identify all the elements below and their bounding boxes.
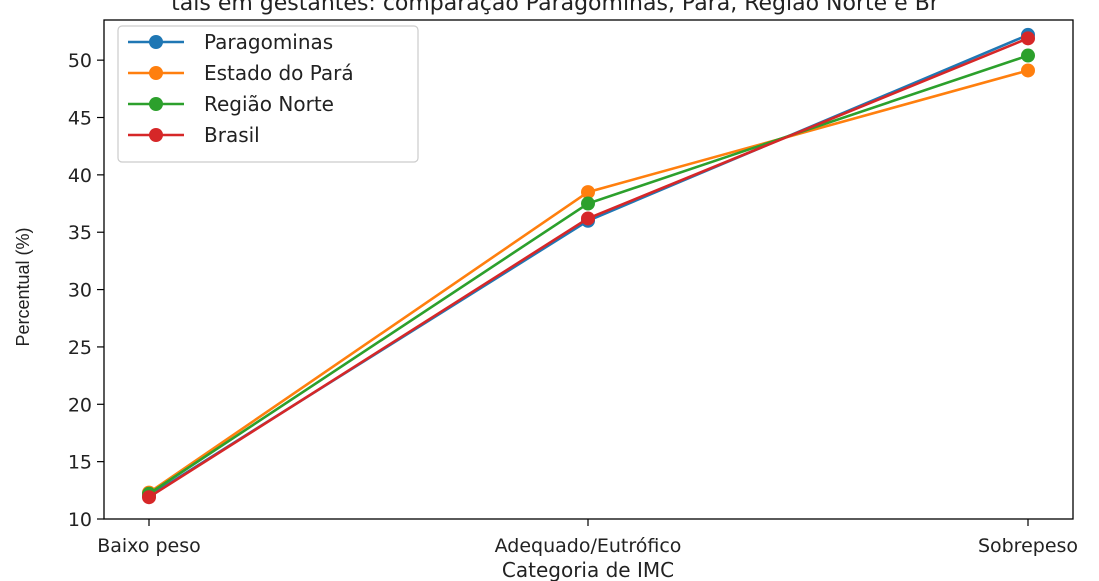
y-tick-label: 45: [68, 108, 92, 130]
y-tick-label: 30: [68, 280, 92, 302]
data-point: [1021, 31, 1035, 46]
legend-swatch-marker: [149, 128, 163, 142]
data-point: [142, 490, 156, 505]
legend-item: Região Norte: [128, 92, 334, 116]
legend-label: Paragominas: [204, 30, 333, 54]
y-tick-label: 40: [68, 165, 92, 187]
chart-title: tais em gestantes: comparação Paragomina…: [171, 0, 940, 16]
legend: Paragominas Estado do Pará Região Norte Bra…: [117, 25, 419, 163]
legend-swatch-marker: [149, 66, 163, 80]
legend-label: Brasil: [204, 123, 260, 147]
data-point: [1021, 48, 1035, 63]
y-tick-label: 50: [68, 50, 92, 72]
y-tick-label: 20: [68, 394, 92, 416]
legend-item: Paragominas: [128, 30, 333, 54]
legend-label: Região Norte: [204, 92, 334, 116]
y-tick-label: 10: [68, 509, 92, 531]
x-axis-label: Categoria de IMC: [502, 558, 674, 581]
legend-swatch-marker: [149, 35, 163, 49]
legend-box: [117, 25, 419, 163]
legend-item: Brasil: [128, 123, 260, 147]
y-axis: 10 15 20 25 30 35 40 45 50: [68, 50, 104, 531]
y-tick-label: 35: [68, 222, 92, 244]
data-point: [581, 196, 595, 211]
y-tick-label: 25: [68, 337, 92, 359]
x-axis: Baixo peso Adequado/Eutrófico Sobrepeso: [97, 519, 1078, 557]
series-3: [142, 31, 1035, 505]
series-layer: [142, 27, 1035, 505]
legend-label: Estado do Pará: [204, 61, 354, 85]
legend-item: Estado do Pará: [128, 61, 354, 85]
legend-swatch-marker: [149, 97, 163, 111]
x-tick-label: Sobrepeso: [978, 535, 1078, 557]
data-point: [581, 211, 595, 226]
x-tick-label: Baixo peso: [97, 535, 201, 557]
y-tick-label: 15: [68, 452, 92, 474]
y-axis-label: Percentual (%): [13, 227, 33, 346]
data-point: [581, 185, 595, 200]
data-point: [1021, 63, 1035, 78]
x-tick-label: Adequado/Eutrófico: [495, 535, 682, 557]
